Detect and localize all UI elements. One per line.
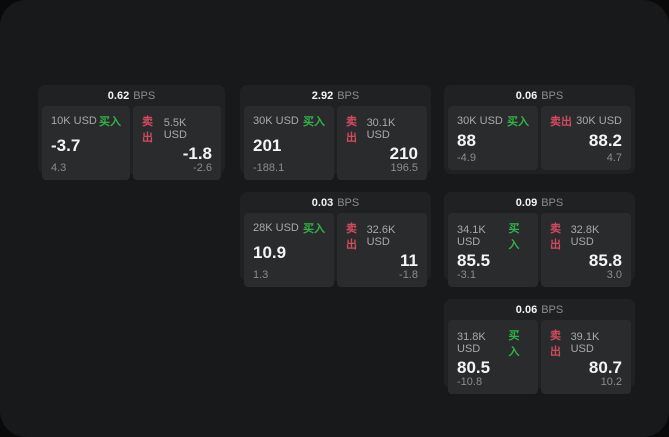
bps-header: 0.06 BPS (448, 85, 631, 106)
buy-change: -188.1 (253, 162, 285, 174)
quote-card: 0.06 BPS 31.8K USD 买入 80.5 -10.8 卖出 39.1… (444, 299, 635, 394)
buy-panel[interactable]: 28K USD 买入 10.9 1.3 (244, 213, 334, 287)
buy-side-label: 买入 (508, 330, 520, 358)
bps-value: 0.06 (515, 303, 538, 316)
sell-panel[interactable]: 卖出 5.5K USD -1.8 -2.6 (133, 106, 221, 180)
buy-side-label: 买入 (507, 116, 529, 128)
sell-price: 80.7 (588, 358, 622, 377)
bps-header: 0.03 BPS (244, 192, 427, 213)
sell-change: 10.2 (600, 376, 622, 388)
buy-panel[interactable]: 10K USD 买入 -3.7 4.3 (42, 106, 130, 180)
sell-panel[interactable]: 卖出 32.8K USD 85.8 3.0 (541, 213, 631, 287)
buy-change: -4.9 (457, 152, 476, 164)
sell-change: -1.8 (399, 269, 418, 281)
buy-price: 201 (253, 136, 282, 155)
sell-panel[interactable]: 卖出 32.6K USD 11 -1.8 (337, 213, 427, 287)
bps-header: 0.09 BPS (448, 192, 631, 213)
buy-panel[interactable]: 31.8K USD 买入 80.5 -10.8 (448, 320, 538, 394)
buy-price: 85.5 (457, 251, 491, 270)
quote-card: 0.06 BPS 30K USD 买入 88 -4.9 卖出 30K USD 8… (444, 85, 635, 174)
sell-price: 85.8 (588, 251, 622, 270)
quote-card: 0.62 BPS 10K USD 买入 -3.7 4.3 卖出 5.5K USD… (38, 85, 225, 180)
buy-change: 1.3 (253, 269, 269, 281)
sell-size: 30K USD (576, 115, 622, 127)
sell-size: 39.1K USD (570, 331, 600, 355)
bps-unit-label: BPS (541, 196, 564, 209)
sell-side-label: 卖出 (550, 116, 572, 128)
sell-price: 210 (389, 144, 418, 163)
sell-side-label: 卖出 (346, 116, 357, 144)
buy-size: 10K USD (51, 115, 97, 127)
buy-price: 10.9 (253, 243, 287, 262)
sell-change: -2.6 (193, 162, 212, 174)
buy-side-label: 买入 (99, 116, 121, 128)
buy-panel[interactable]: 30K USD 买入 201 -188.1 (244, 106, 334, 180)
buy-panel[interactable]: 34.1K USD 买入 85.5 -3.1 (448, 213, 538, 287)
bps-value: 0.62 (107, 89, 130, 102)
sell-panel[interactable]: 卖出 39.1K USD 80.7 10.2 (541, 320, 631, 394)
sell-panel[interactable]: 卖出 30K USD 88.2 4.7 (541, 106, 631, 170)
bps-unit-label: BPS (541, 89, 564, 102)
bps-unit-label: BPS (133, 89, 156, 102)
buy-side-label: 买入 (508, 223, 520, 251)
bps-unit-label: BPS (337, 196, 360, 209)
sell-price: 11 (400, 251, 418, 270)
bps-value: 0.09 (515, 196, 538, 209)
sell-side-label: 卖出 (550, 223, 561, 251)
buy-panel[interactable]: 30K USD 买入 88 -4.9 (448, 106, 538, 170)
bps-unit-label: BPS (337, 89, 360, 102)
sell-side-label: 卖出 (550, 330, 561, 358)
sell-change: 3.0 (606, 269, 622, 281)
quote-card: 2.92 BPS 30K USD 买入 201 -188.1 卖出 30.1K … (240, 85, 431, 180)
buy-change: 4.3 (51, 162, 67, 174)
sell-size: 5.5K USD (163, 117, 187, 141)
quote-card: 0.09 BPS 34.1K USD 买入 85.5 -3.1 卖出 32.8K… (444, 192, 635, 287)
buy-size: 34.1K USD (457, 224, 486, 248)
sell-size: 32.6K USD (366, 224, 396, 248)
bps-value: 0.03 (311, 196, 334, 209)
bps-header: 0.62 BPS (42, 85, 221, 106)
quote-card: 0.03 BPS 28K USD 买入 10.9 1.3 卖出 32.6K US… (240, 192, 431, 287)
buy-price: 80.5 (457, 358, 491, 377)
buy-side-label: 买入 (303, 116, 325, 128)
sell-side-label: 卖出 (346, 223, 357, 251)
sell-price: 88.2 (588, 131, 622, 150)
bps-header: 2.92 BPS (244, 85, 427, 106)
buy-change: -10.8 (457, 376, 483, 388)
sell-size: 32.8K USD (570, 224, 600, 248)
buy-size: 31.8K USD (457, 331, 486, 355)
sell-panel[interactable]: 卖出 30.1K USD 210 196.5 (337, 106, 427, 180)
buy-size: 30K USD (457, 115, 503, 127)
buy-size: 28K USD (253, 222, 299, 234)
buy-side-label: 买入 (303, 223, 325, 235)
sell-price: -1.8 (182, 144, 212, 163)
buy-change: -3.1 (457, 269, 476, 281)
sell-change: 4.7 (606, 152, 622, 164)
bps-value: 2.92 (311, 89, 334, 102)
sell-size: 30.1K USD (366, 117, 396, 141)
sell-change: 196.5 (390, 162, 418, 174)
buy-price: 88 (457, 131, 476, 150)
bps-unit-label: BPS (541, 303, 564, 316)
buy-size: 30K USD (253, 115, 299, 127)
sell-side-label: 卖出 (142, 116, 153, 144)
bps-value: 0.06 (515, 89, 538, 102)
bps-header: 0.06 BPS (448, 299, 631, 320)
buy-price: -3.7 (51, 136, 81, 155)
